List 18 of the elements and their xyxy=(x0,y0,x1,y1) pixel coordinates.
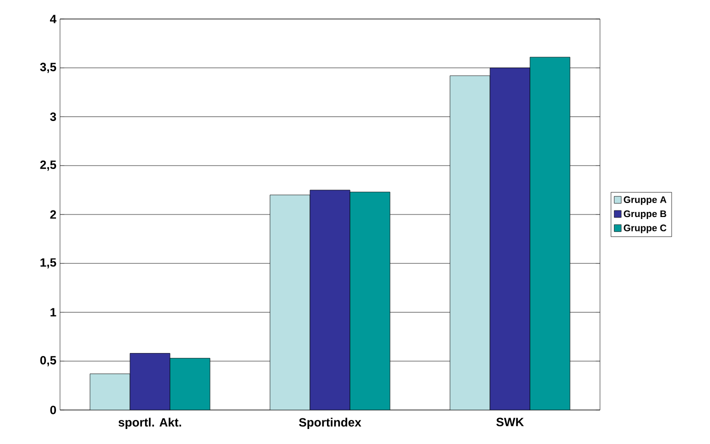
y-tick-label: 1 xyxy=(50,308,56,316)
y-tick-label: 0,5 xyxy=(40,356,56,366)
legend-label: Gruppe B xyxy=(624,210,666,220)
y-tick-label: 4 xyxy=(50,14,56,24)
y-tick-label: 2 xyxy=(50,210,56,219)
x-tick-label: Sportindex xyxy=(299,418,362,429)
legend-label: Gruppe C xyxy=(624,224,666,234)
y-tick-label: 3 xyxy=(50,112,56,122)
y-tick-label: 1,5 xyxy=(40,258,56,268)
y-tick-label: 3,5 xyxy=(40,62,56,73)
y-tick-label: 2,5 xyxy=(40,160,56,171)
y-tick-label: 0 xyxy=(50,406,56,414)
bar xyxy=(530,56,570,410)
bar xyxy=(170,358,210,410)
bar xyxy=(350,192,390,410)
legend-label: Gruppe A xyxy=(624,196,666,205)
x-tick-label: SWK xyxy=(496,418,524,426)
x-tick-label: sportl. Akt. xyxy=(118,418,182,429)
